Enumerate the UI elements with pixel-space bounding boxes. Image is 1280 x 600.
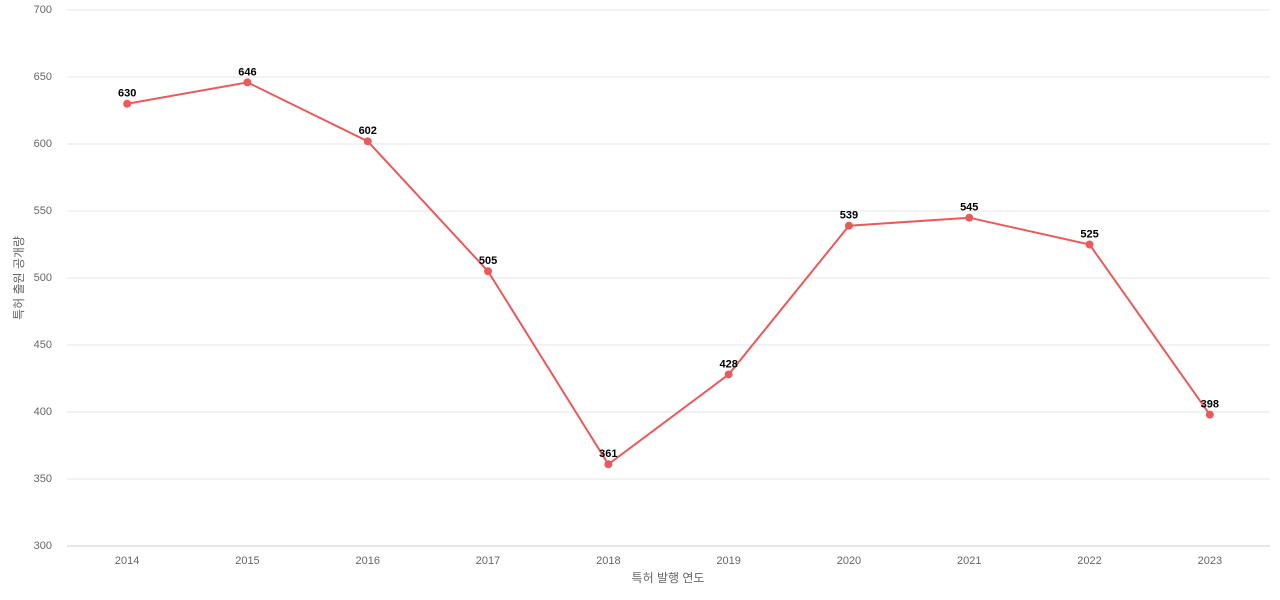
value-label: 525 [1080, 228, 1098, 240]
x-tick-label: 2023 [1198, 555, 1222, 567]
value-label: 398 [1201, 399, 1219, 411]
value-label: 646 [238, 66, 256, 78]
point [604, 460, 613, 469]
y-tick-label: 500 [34, 272, 52, 284]
line [126, 81, 1211, 466]
y-tick-label: 700 [34, 4, 52, 16]
y-tick-label: 650 [34, 71, 52, 83]
x-tick-label: 2021 [957, 555, 981, 567]
point [484, 267, 493, 276]
value-label: 602 [359, 125, 377, 137]
point [363, 137, 372, 146]
value-label: 630 [118, 88, 136, 100]
x-tick-label: 2019 [716, 555, 740, 567]
x-tick-label: 2020 [837, 555, 861, 567]
x-tick-label: 2016 [356, 555, 380, 567]
point [844, 221, 853, 230]
y-tick-label: 600 [34, 138, 52, 150]
value-label: 428 [719, 358, 737, 370]
y-tick-label: 550 [34, 205, 52, 217]
point [1205, 410, 1214, 419]
x-axis-title: 특허 발행 연도 [632, 570, 705, 585]
value-label: 539 [840, 210, 858, 222]
y-tick-label: 300 [34, 540, 52, 552]
y-tick-label: 450 [34, 339, 52, 351]
value-label: 361 [599, 448, 617, 460]
point [965, 213, 974, 222]
y-tick-label: 400 [34, 406, 52, 418]
x-tick-label: 2014 [115, 555, 139, 567]
y-axis-title: 특허 출원 공개량 [12, 236, 26, 320]
value-label: 545 [960, 202, 978, 214]
value-label: 505 [479, 255, 497, 267]
point [123, 99, 132, 108]
point [724, 370, 733, 379]
x-tick-label: 2018 [596, 555, 620, 567]
x-tick-label: 2022 [1077, 555, 1101, 567]
point [243, 78, 252, 87]
x-tick-label: 2017 [476, 555, 500, 567]
x-tick-label: 2015 [235, 555, 259, 567]
y-tick-label: 350 [34, 473, 52, 485]
point [1085, 240, 1094, 249]
